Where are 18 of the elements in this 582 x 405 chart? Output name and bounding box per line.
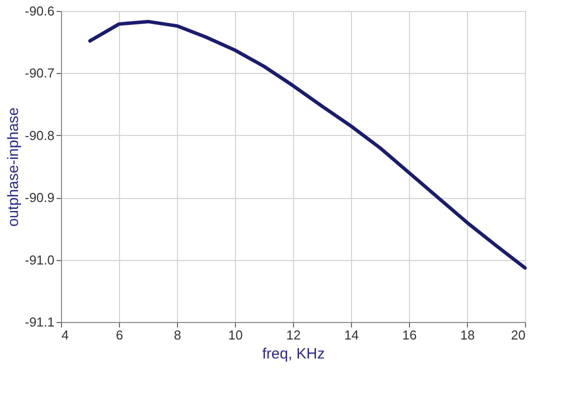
x-tick-label: 20: [511, 328, 526, 342]
x-tick-label: 18: [460, 328, 475, 342]
x-tick-label: 16: [402, 328, 417, 342]
y-tick-label: -91.1: [24, 314, 54, 330]
x-tick-label: 10: [228, 328, 243, 342]
y-tick-label: -90.7: [24, 66, 54, 81]
x-tick-label: 8: [174, 328, 182, 342]
x-tick-label: 6: [116, 328, 124, 342]
y-tick-label: -90.8: [24, 128, 54, 143]
y-tick-label: -91.0: [24, 252, 54, 268]
x-tick-label: 12: [286, 328, 301, 342]
x-tick-label: 4: [62, 328, 69, 342]
y-tick-label: -90.9: [24, 190, 54, 206]
y-axis-title: outphase-inphase: [4, 107, 22, 227]
y-tick-label: -90.6: [24, 4, 54, 18]
line-series: [88, 20, 527, 270]
x-tick-label: 14: [344, 328, 359, 342]
x-axis-title: freq, KHz: [262, 346, 325, 362]
